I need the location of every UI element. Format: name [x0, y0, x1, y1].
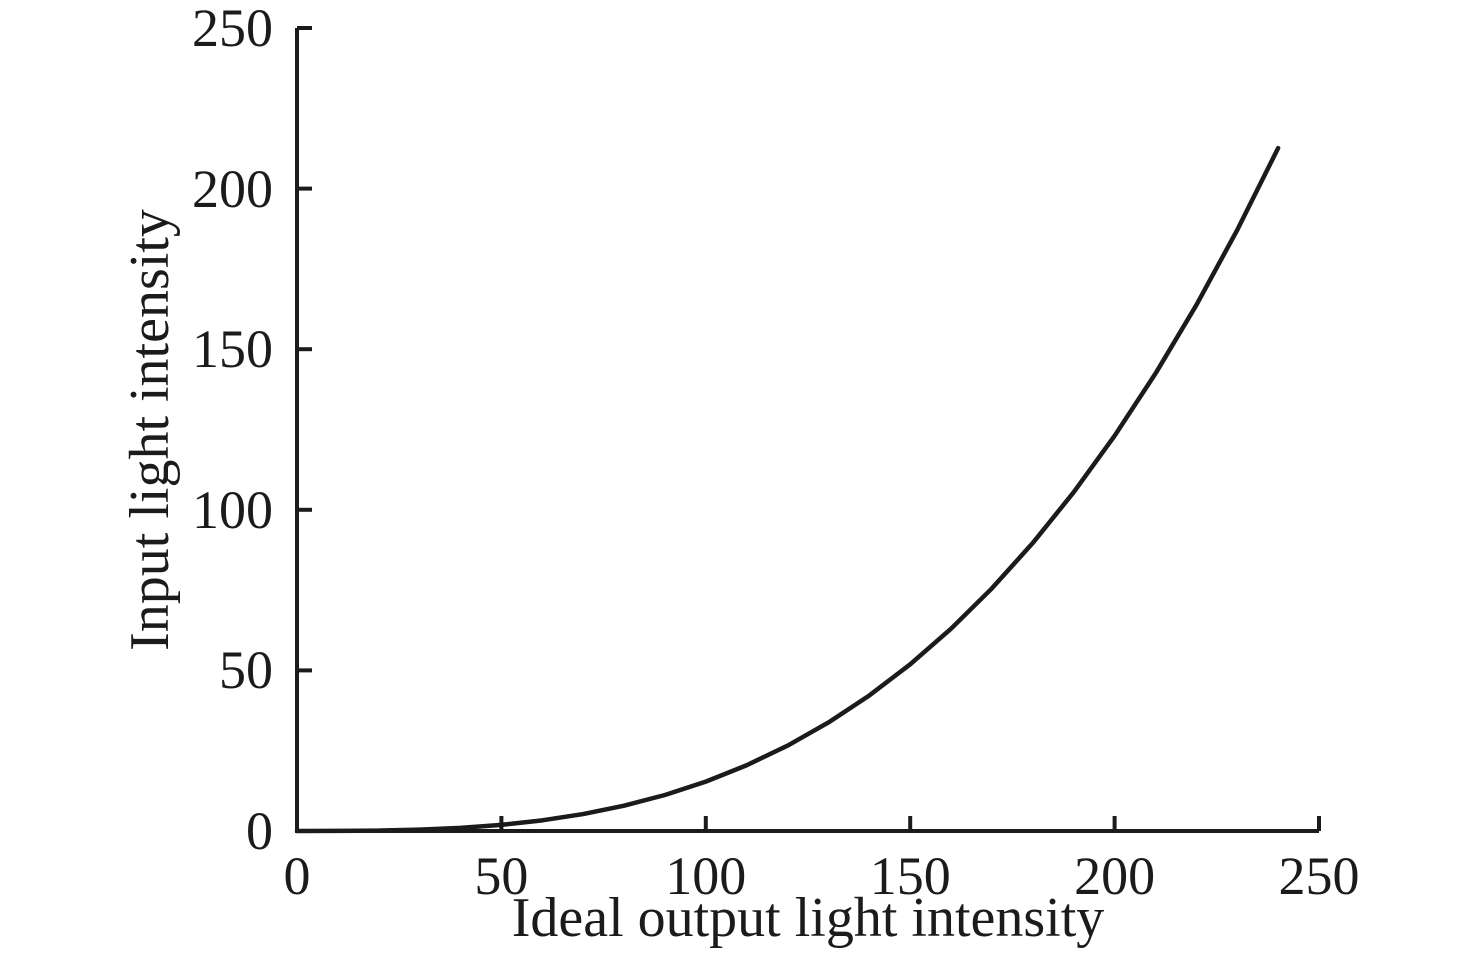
series-line	[294, 145, 1281, 834]
y-tick-label: 250	[192, 0, 273, 58]
x-tick-label: 100	[665, 846, 747, 906]
x-tick-label: 0	[283, 846, 311, 906]
y-tick-label: 0	[246, 801, 273, 861]
x-tick-label: 250	[1278, 846, 1360, 906]
x-tick-label: 50	[474, 846, 529, 906]
tick-marks	[295, 26, 1321, 833]
y-tick-label: 100	[192, 479, 273, 540]
y-axis-title: Input light intensity	[119, 209, 181, 651]
axes	[295, 28, 1319, 833]
x-axis-title: Ideal output light intensity	[511, 887, 1105, 949]
y-tick-label: 200	[192, 158, 273, 219]
x-tick-label: 200	[1074, 846, 1156, 906]
x-tick-label: 150	[869, 846, 951, 906]
curve-series	[294, 145, 1281, 834]
y-tick-label: 150	[192, 319, 273, 380]
axis-frame	[295, 28, 1319, 833]
y-tick-label: 50	[219, 640, 273, 701]
